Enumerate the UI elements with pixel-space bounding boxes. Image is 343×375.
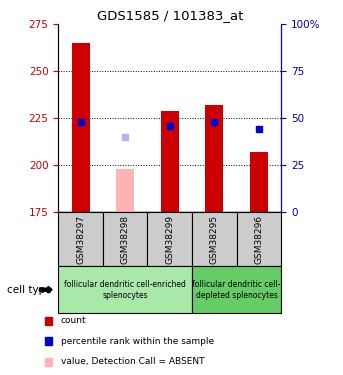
Text: GSM38299: GSM38299 xyxy=(165,214,174,264)
Text: value, Detection Call = ABSENT: value, Detection Call = ABSENT xyxy=(61,357,204,366)
Text: percentile rank within the sample: percentile rank within the sample xyxy=(61,337,214,346)
Text: follicular dendritic cell-enriched
splenocytes: follicular dendritic cell-enriched splen… xyxy=(64,280,186,300)
Text: GSM38295: GSM38295 xyxy=(210,214,219,264)
Bar xyxy=(250,152,268,212)
Text: cell type: cell type xyxy=(7,285,51,295)
Bar xyxy=(192,212,237,266)
Text: GSM38296: GSM38296 xyxy=(255,214,263,264)
Bar xyxy=(192,266,281,313)
Bar xyxy=(103,212,147,266)
Bar xyxy=(58,212,103,266)
Text: follicular dendritic cell-
depleted splenocytes: follicular dendritic cell- depleted sple… xyxy=(192,280,281,300)
Bar xyxy=(116,169,134,212)
Bar xyxy=(205,105,223,212)
Title: GDS1585 / 101383_at: GDS1585 / 101383_at xyxy=(97,9,243,22)
Bar xyxy=(72,43,90,212)
Bar xyxy=(58,266,192,313)
Text: GSM38297: GSM38297 xyxy=(76,214,85,264)
Text: GSM38298: GSM38298 xyxy=(121,214,130,264)
Bar xyxy=(147,212,192,266)
Bar xyxy=(237,212,281,266)
Bar xyxy=(161,111,179,212)
Text: count: count xyxy=(61,316,86,325)
